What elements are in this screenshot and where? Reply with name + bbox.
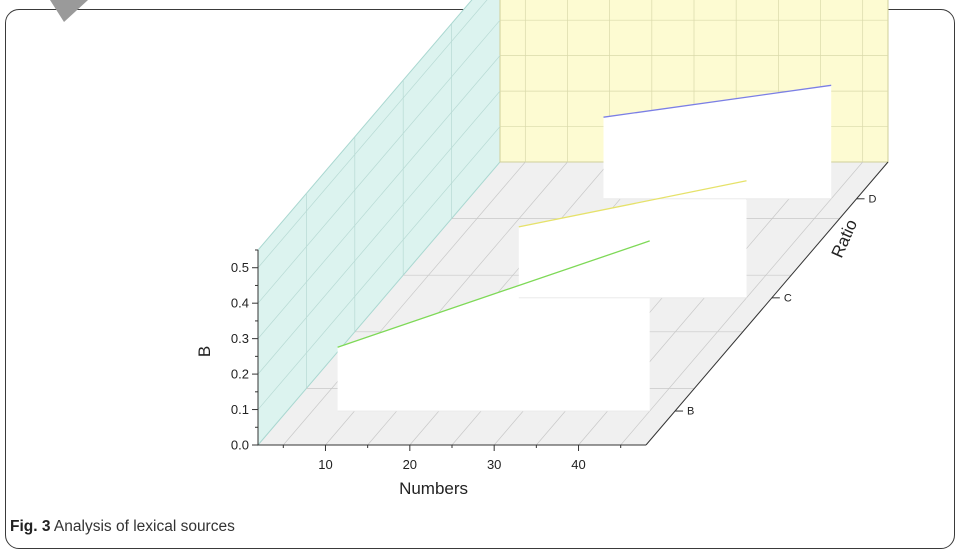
grid-line	[257, 19, 501, 304]
z-tick-label: 0.2	[231, 367, 249, 382]
y-axis-line	[645, 161, 889, 446]
z-tick-label: 0.5	[231, 260, 249, 275]
corner-triangle-icon	[50, 0, 88, 22]
grid-line	[257, 126, 501, 410]
y-tick-label: D	[869, 193, 877, 205]
series-line	[603, 84, 832, 118]
x-tick-label: 30	[487, 457, 501, 472]
grid-line	[257, 55, 501, 339]
z-tick-label: 0.1	[231, 402, 249, 417]
x-tick-label: 20	[403, 457, 417, 472]
grid-line	[257, 0, 488, 268]
z-tick-label: 0.4	[231, 296, 249, 311]
series-ribbon	[337, 240, 650, 411]
z-tick-label: 0.0	[231, 438, 249, 453]
y-tick-label: C	[784, 292, 792, 304]
grid-line	[257, 90, 501, 375]
z-tick-label: 0.3	[231, 331, 249, 346]
caption-text: Analysis of lexical sources	[50, 518, 235, 535]
x-axis-title: Numbers	[399, 479, 468, 498]
series-ribbon	[603, 85, 832, 199]
series-line	[337, 240, 650, 348]
x-tick-label: 40	[571, 457, 585, 472]
chart-3d: 10 20 30 400.00.10.20.30.40.5BCDNumbersBRat…	[195, 0, 889, 498]
grid-line	[283, 161, 526, 446]
x-tick-label: 10	[318, 457, 332, 472]
figure-caption: Fig. 3 Analysis of lexical sources	[10, 518, 235, 536]
figure-page: 10 20 30 40 0.0 0.1 0.2 0.3 0.4 0.5 B C D Numbers B Rat…	[5, 0, 955, 549]
z-axis-title: B	[195, 346, 214, 357]
y-tick-label: B	[687, 406, 694, 418]
series-line	[518, 180, 747, 228]
grid-line	[620, 161, 863, 446]
caption-label: Fig. 3	[10, 518, 51, 535]
